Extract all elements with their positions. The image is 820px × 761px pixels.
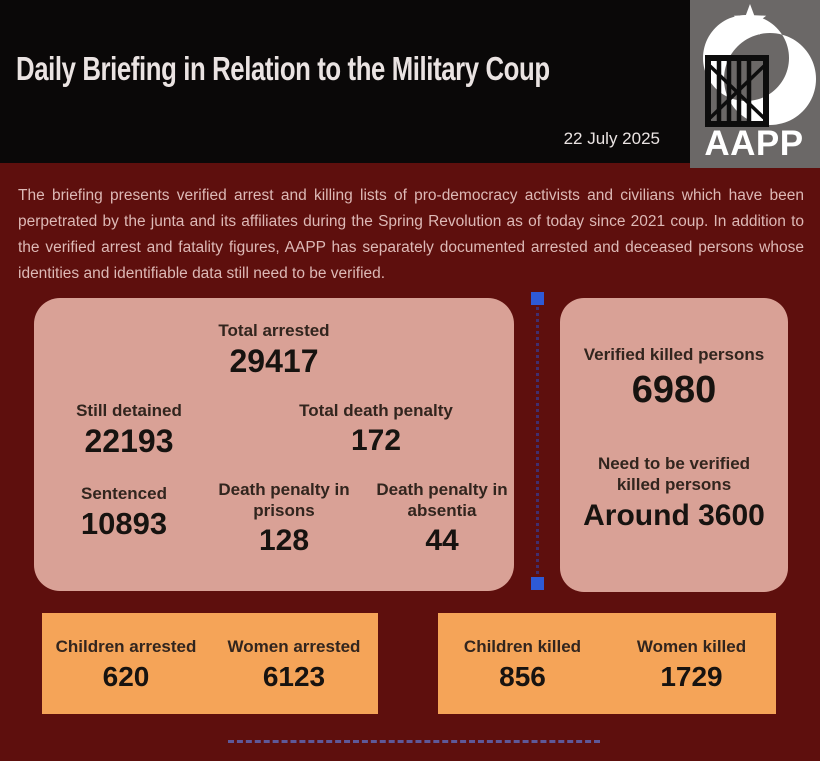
stat-value: Around 3600 [583,499,765,532]
stat-women-killed: Women killed 1729 [607,634,776,693]
stat-death-penalty-in-prisons: Death penalty in prisons 128 [214,479,354,558]
stat-label: Women arrested [227,637,361,656]
stat-label: Death penalty in absentia [376,480,508,520]
aapp-logo-graphic: AAPP [703,4,817,163]
stat-death-penalty-in-absentia: Death penalty in absentia 44 [372,479,512,558]
stat-children-arrested: Children arrested 620 [42,634,210,693]
stat-sentenced: Sentenced 10893 [44,483,204,541]
aapp-logo: AAPP [690,0,820,168]
stat-label: Total arrested [218,321,330,340]
killed-panel: Verified killed persons 6980 Need to be … [560,298,788,592]
stat-label: Verified killed persons [583,345,765,364]
children-women-arrested-strip: Children arrested 620 Women arrested 612… [42,613,378,714]
stat-value: 6123 [262,661,326,692]
stat-label: Children killed [463,637,582,656]
arrests-panel: Total arrested 29417 Still detained 2219… [34,298,514,591]
prison-bars-icon [705,55,769,127]
logo-wordmark: AAPP [704,124,803,163]
stat-total-arrested: Total arrested 29417 [34,320,514,378]
children-women-killed-strip: Children killed 856 Women killed 1729 [438,613,776,714]
stat-value: 1729 [660,661,723,692]
stat-label: Death penalty in prisons [218,480,350,520]
stat-value: 10893 [80,506,168,541]
stat-value: 44 [425,524,459,557]
crescent-moon-icon [703,15,817,125]
stat-need-to-be-verified-killed: Need to be verified killed persons Aroun… [574,453,774,533]
stat-value: 22193 [84,423,174,459]
stat-value: 29417 [229,343,319,379]
briefing-date: 22 July 2025 [563,129,660,148]
stat-value: 128 [258,524,310,557]
panel-divider-dotted-line [536,300,539,582]
stat-label: Need to be verified killed persons [597,454,751,494]
stat-label: Children arrested [55,637,197,656]
stat-value: 6980 [631,369,717,411]
stat-women-arrested: Women arrested 6123 [210,634,378,693]
divider-cap-bottom [531,577,544,590]
stat-verified-killed: Verified killed persons 6980 [560,344,788,411]
header-band: Daily Briefing in Relation to the Milita… [0,0,690,163]
stat-still-detained: Still detained 22193 [34,400,224,458]
page-title: Daily Briefing in Relation to the Milita… [16,50,550,87]
divider-cap-top [531,292,544,305]
stat-label: Women killed [636,637,747,656]
stat-total-death-penalty: Total death penalty 172 [276,400,476,458]
footer-dashed-line [228,740,600,743]
star-icon [733,4,767,35]
stat-children-killed: Children killed 856 [438,634,607,693]
intro-paragraph: The briefing presents verified arrest an… [18,187,804,282]
stat-value: 620 [102,661,150,692]
stat-value: 856 [499,661,546,692]
stat-label: Sentenced [81,484,167,503]
stat-value: 172 [350,424,402,457]
stat-label: Total death penalty [299,401,453,420]
stat-label: Still detained [76,401,182,420]
